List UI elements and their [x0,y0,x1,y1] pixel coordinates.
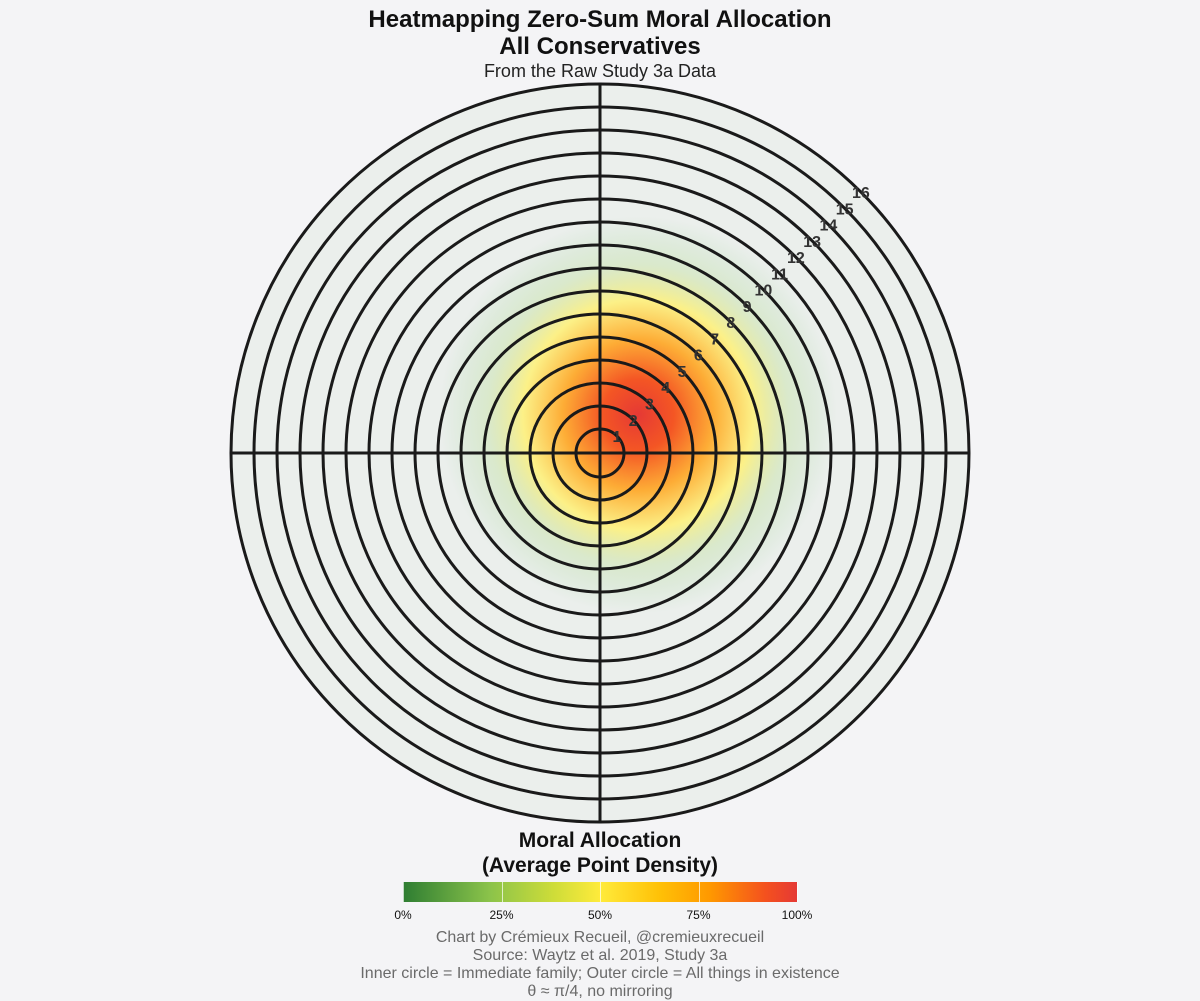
ring-label-16: 16 [852,185,870,202]
chart-title: Heatmapping Zero-Sum Moral Allocation [368,6,832,33]
ring-label-9: 9 [743,299,752,316]
ring-label-14: 14 [819,218,837,235]
ring-label-1: 1 [613,429,622,446]
chart-subtitle: From the Raw Study 3a Data [483,61,717,81]
ring-label-4: 4 [661,380,670,397]
colorbar-tick [698,882,700,902]
density-peak [439,216,837,614]
footer-angle-note: θ ≈ π/4, no mirroring [527,983,673,1000]
colorbar-tick-label: 75% [686,908,711,922]
footer: Chart by Crémieux Recueil, @cremieuxrecu… [0,929,1200,1001]
chart-title-group: All Conservatives [499,33,701,60]
colorbar-title-line2: (Average Point Density) [481,854,719,877]
ring-label-2: 2 [629,413,638,430]
footer-ring-note: Inner circle = Immediate family; Outer c… [360,965,840,982]
title-block: Heatmapping Zero-Sum Moral Allocation Al… [0,6,1200,82]
ring-label-11: 11 [771,266,788,283]
ring-label-8: 8 [726,315,735,332]
ring-label-13: 13 [803,234,821,251]
colorbar-tick-label: 25% [489,908,514,922]
ring-label-12: 12 [787,250,805,267]
colorbar-tick [403,882,404,902]
ring-label-7: 7 [710,331,719,348]
ring-label-5: 5 [678,364,687,381]
colorbar-tick [600,882,601,902]
colorbar [403,882,798,902]
footer-credit: Chart by Crémieux Recueil, @cremieuxrecu… [435,929,765,946]
ring-label-10: 10 [754,283,772,300]
axis-lines [231,84,969,822]
colorbar-tick [501,882,503,902]
ring-label-3: 3 [645,397,654,414]
colorbar-title-line1: Moral Allocation [518,829,682,852]
colorbar-tick [797,882,798,902]
ring-label-6: 6 [694,348,703,365]
footer-source: Source: Waytz et al. 2019, Study 3a [472,947,728,964]
ring-label-15: 15 [836,201,854,218]
colorbar-tick-label: 100% [781,908,813,922]
colorbar-title: Moral Allocation (Average Point Density) [0,828,1200,878]
colorbar-tick-label: 0% [394,908,412,922]
colorbar-tick-label: 50% [587,908,613,922]
